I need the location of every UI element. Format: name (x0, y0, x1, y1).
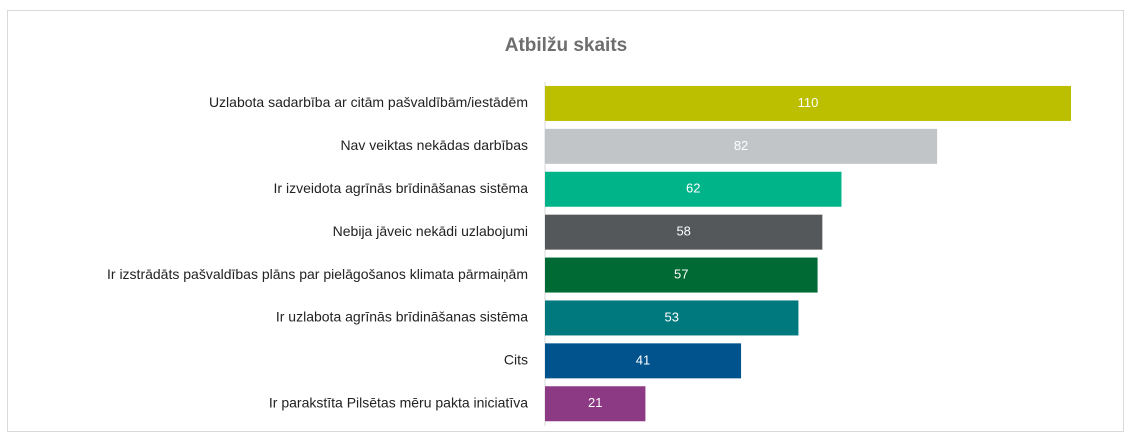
category-label: Cits (504, 352, 528, 368)
value-label: 57 (674, 266, 688, 281)
value-label: 110 (798, 95, 819, 110)
category-label: Uzlabota sadarbība ar citām pašvaldībām/… (209, 94, 528, 110)
bar (545, 386, 646, 422)
bar (545, 85, 1071, 121)
value-label: 21 (588, 395, 602, 410)
category-label: Ir uzlabota agrīnās brīdināšanas sistēma (276, 309, 528, 325)
value-label: 62 (686, 181, 700, 196)
value-label: 82 (734, 138, 748, 153)
chart-title: Atbilžu skaits (505, 35, 627, 56)
bar (545, 171, 842, 207)
bar (545, 343, 742, 379)
bar (545, 300, 799, 336)
bar (545, 214, 823, 250)
value-label: 53 (664, 309, 678, 324)
value-label: 41 (636, 352, 650, 367)
bar (545, 128, 938, 164)
value-label: 58 (676, 224, 690, 239)
category-label: Nebija jāveic nekādi uzlabojumi (333, 223, 528, 239)
category-label: Ir izstrādāts pašvaldības plāns par piel… (107, 266, 528, 282)
category-label: Nav veiktas nekādas darbības (340, 137, 528, 153)
bar (545, 257, 818, 293)
category-label: Ir izveidota agrīnās brīdināšanas sistēm… (274, 180, 529, 196)
category-label: Ir parakstīta Pilsētas mēru pakta inicia… (269, 394, 528, 410)
